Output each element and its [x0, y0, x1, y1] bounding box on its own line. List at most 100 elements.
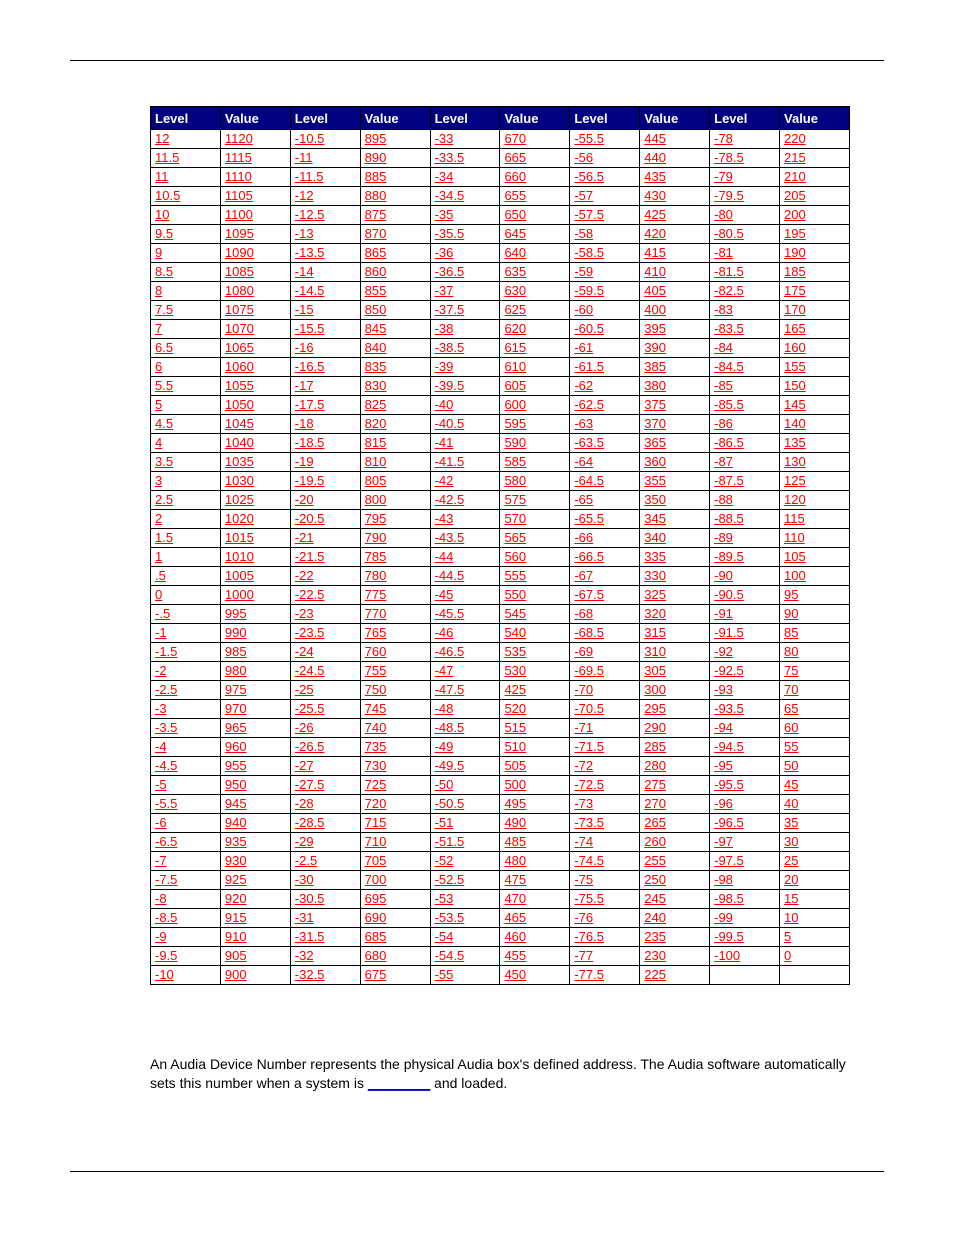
table-cell: -64 — [570, 453, 640, 472]
table-cell: 245 — [640, 890, 710, 909]
table-cell: 2.5 — [151, 491, 221, 510]
table-cell: 150 — [780, 377, 850, 396]
table-cell: 330 — [640, 567, 710, 586]
table-cell: 1 — [151, 548, 221, 567]
table-cell: 985 — [220, 643, 290, 662]
table-row: -8.5915-31690-53.5465-76240-9910 — [151, 909, 850, 928]
table-cell: -54 — [430, 928, 500, 947]
table-cell: 70 — [780, 681, 850, 700]
level-value-table-wrap: LevelValueLevelValueLevelValueLevelValue… — [150, 106, 850, 985]
table-cell: 880 — [360, 187, 430, 206]
table-row: 41040-18.5815-41590-63.5365-86.5135 — [151, 434, 850, 453]
table-row: -6940-28.5715-51490-73.5265-96.535 — [151, 814, 850, 833]
table-cell: -59 — [570, 263, 640, 282]
table-cell: 325 — [640, 586, 710, 605]
table-cell: 11.5 — [151, 149, 221, 168]
table-cell: 5 — [780, 928, 850, 947]
table-cell: 335 — [640, 548, 710, 567]
table-cell: -29 — [290, 833, 360, 852]
table-cell: -85.5 — [710, 396, 780, 415]
table-cell: -5.5 — [151, 795, 221, 814]
table-cell: -10.5 — [290, 130, 360, 149]
table-row: -9910-31.5685-54460-76.5235-99.55 — [151, 928, 850, 947]
blank-link[interactable]: ________ — [368, 1075, 430, 1091]
table-cell: 1100 — [220, 206, 290, 225]
table-cell: -54.5 — [430, 947, 500, 966]
table-cell: -59.5 — [570, 282, 640, 301]
table-cell: -77.5 — [570, 966, 640, 985]
table-cell: -43 — [430, 510, 500, 529]
table-cell: 1110 — [220, 168, 290, 187]
table-cell: 275 — [640, 776, 710, 795]
table-header-cell: Level — [151, 107, 221, 130]
table-cell: 850 — [360, 301, 430, 320]
table-cell: 1050 — [220, 396, 290, 415]
table-cell: 915 — [220, 909, 290, 928]
table-cell: 310 — [640, 643, 710, 662]
table-cell: -35.5 — [430, 225, 500, 244]
table-cell: 540 — [500, 624, 570, 643]
table-cell: 470 — [500, 890, 570, 909]
table-cell: -80 — [710, 206, 780, 225]
paragraph-post: and loaded. — [430, 1075, 507, 1091]
table-row: -3970-25.5745-48520-70.5295-93.565 — [151, 700, 850, 719]
table-cell: 635 — [500, 263, 570, 282]
table-cell: 910 — [220, 928, 290, 947]
table-cell: 895 — [360, 130, 430, 149]
table-cell: 3 — [151, 472, 221, 491]
table-cell: 455 — [500, 947, 570, 966]
table-cell: -41 — [430, 434, 500, 453]
table-cell: -49.5 — [430, 757, 500, 776]
table-cell: -21 — [290, 529, 360, 548]
table-cell: 1035 — [220, 453, 290, 472]
table-cell: 365 — [640, 434, 710, 453]
table-cell: 85 — [780, 624, 850, 643]
table-cell: 2 — [151, 510, 221, 529]
table-cell: 760 — [360, 643, 430, 662]
table-cell — [780, 966, 850, 985]
table-cell: 705 — [360, 852, 430, 871]
table-cell: -61.5 — [570, 358, 640, 377]
table-cell: 1005 — [220, 567, 290, 586]
table-row: 51050-17.5825-40600-62.5375-85.5145 — [151, 396, 850, 415]
table-cell: -27.5 — [290, 776, 360, 795]
table-cell: 1095 — [220, 225, 290, 244]
table-cell: 995 — [220, 605, 290, 624]
table-cell: 340 — [640, 529, 710, 548]
table-cell: 885 — [360, 168, 430, 187]
table-row: 91090-13.5865-36640-58.5415-81190 — [151, 244, 850, 263]
table-row: -1990-23.5765-46540-68.5315-91.585 — [151, 624, 850, 643]
table-cell: 505 — [500, 757, 570, 776]
table-cell: -13.5 — [290, 244, 360, 263]
table-cell: 45 — [780, 776, 850, 795]
table-cell: 1010 — [220, 548, 290, 567]
table-cell: -1 — [151, 624, 221, 643]
table-cell: 1070 — [220, 320, 290, 339]
table-cell: -89.5 — [710, 548, 780, 567]
table-cell: 555 — [500, 567, 570, 586]
table-cell: 800 — [360, 491, 430, 510]
table-cell: 830 — [360, 377, 430, 396]
table-cell: 780 — [360, 567, 430, 586]
table-cell: 725 — [360, 776, 430, 795]
table-cell: 0 — [780, 947, 850, 966]
table-cell: 610 — [500, 358, 570, 377]
table-row: 71070-15.5845-38620-60.5395-83.5165 — [151, 320, 850, 339]
table-cell: 10 — [780, 909, 850, 928]
table-cell: -10 — [151, 966, 221, 985]
table-cell: -100 — [710, 947, 780, 966]
table-cell: 1075 — [220, 301, 290, 320]
table-cell: -71.5 — [570, 738, 640, 757]
table-cell: -73 — [570, 795, 640, 814]
table-cell: -23 — [290, 605, 360, 624]
table-row: -2.5975-25750-47.5425-70300-9370 — [151, 681, 850, 700]
table-cell: 205 — [780, 187, 850, 206]
table-cell: -96.5 — [710, 814, 780, 833]
table-cell: -44.5 — [430, 567, 500, 586]
table-cell: 440 — [640, 149, 710, 168]
table-cell: 900 — [220, 966, 290, 985]
table-cell: -50 — [430, 776, 500, 795]
table-cell: -60 — [570, 301, 640, 320]
table-header-cell: Level — [570, 107, 640, 130]
table-cell: -36 — [430, 244, 500, 263]
